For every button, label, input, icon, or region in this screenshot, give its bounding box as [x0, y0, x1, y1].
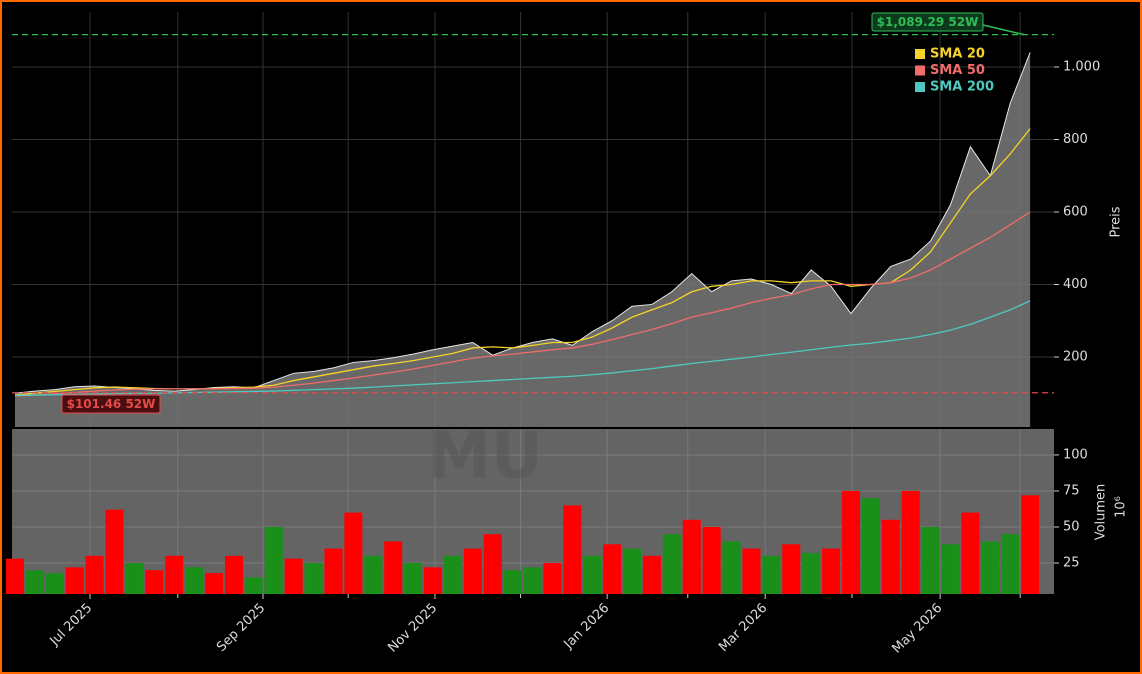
- volume-bar: [881, 519, 900, 594]
- volume-bar: [623, 548, 642, 594]
- y-axis-label: Volumen: [1094, 484, 1109, 541]
- volume-bar: [1001, 534, 1020, 594]
- volume-bar: [304, 563, 323, 594]
- volume-bar: [603, 544, 622, 594]
- legend-swatch: [915, 49, 925, 59]
- volume-bar: [961, 512, 980, 594]
- volume-bar: [25, 570, 44, 594]
- volume-bar: [205, 573, 224, 594]
- volume-bar: [861, 498, 880, 594]
- sma-line: [14, 211, 1031, 397]
- price-line: [14, 52, 1031, 394]
- volume-panel: [12, 429, 1054, 594]
- volume-bar: [165, 555, 184, 594]
- volume-bar: [264, 526, 283, 594]
- volume-bar: [85, 555, 104, 594]
- volume-bar: [145, 570, 164, 594]
- volume-bar: [901, 490, 920, 594]
- volume-bar: [682, 519, 701, 594]
- volume-bar: [443, 555, 462, 594]
- y-tick-label: 1.000: [1063, 59, 1100, 74]
- volume-bar: [5, 558, 24, 594]
- volume-bar: [563, 505, 582, 594]
- volume-bar: [185, 567, 204, 594]
- volume-bar: [543, 563, 562, 594]
- plot-layer: Jul 2025 Sep 2025 Nov 2025 Jan 2026 Mar 2026…: [5, 12, 1129, 657]
- volume-bar: [742, 548, 761, 594]
- volume-bar: [702, 526, 721, 594]
- volume-bar: [105, 509, 124, 594]
- volume-bar: [662, 534, 681, 594]
- volume-bar: [941, 544, 960, 594]
- y-axis-unit: 10⁶: [1114, 496, 1129, 518]
- volume-bar: [344, 512, 363, 594]
- legend-label: SMA 20: [930, 47, 985, 62]
- volume-bar: [45, 573, 64, 594]
- volume-bar: [463, 548, 482, 594]
- volume-bar: [404, 563, 423, 594]
- annotation-arrow: [982, 24, 1025, 36]
- y-tick-label: 75: [1063, 483, 1080, 498]
- volume-bar: [364, 555, 383, 594]
- volume-bar: [802, 552, 821, 594]
- y-tick-label: 25: [1063, 556, 1080, 571]
- volume-bar: [722, 541, 741, 594]
- watermark: MU: [427, 420, 543, 494]
- price-area: [14, 52, 1031, 428]
- annotation-label: $1,089.29 52W: [877, 15, 979, 29]
- volume-bar: [503, 570, 522, 594]
- volume-bar: [841, 490, 860, 594]
- legend-swatch: [915, 65, 925, 76]
- y-tick-label: 600: [1063, 204, 1088, 219]
- volume-bar: [782, 544, 801, 594]
- legend-label: SMA 50: [930, 63, 985, 78]
- volume-bar: [224, 555, 243, 594]
- volume-bar: [483, 534, 502, 594]
- volume-bar: [822, 548, 841, 594]
- volume-bar: [981, 541, 1000, 594]
- y-tick-label: 200: [1063, 349, 1088, 364]
- volume-bar: [423, 567, 442, 594]
- volume-bar: [642, 555, 661, 594]
- volume-bar: [523, 567, 542, 594]
- volume-bar: [324, 548, 343, 594]
- legend-label: SMA 200: [930, 80, 994, 95]
- y-axis-label: Preis: [1109, 206, 1124, 237]
- annotation-box: [871, 12, 984, 32]
- y-tick-label: 800: [1063, 132, 1088, 147]
- volume-bar: [583, 555, 602, 594]
- volume-bar: [244, 577, 263, 594]
- y-tick-label: 100: [1063, 447, 1088, 462]
- y-tick-label: 50: [1063, 519, 1080, 534]
- annotation-label: $101.46 52W: [67, 397, 156, 411]
- volume-bar: [384, 541, 403, 594]
- volume-bar: [125, 563, 144, 594]
- volume-bar: [921, 526, 940, 594]
- volume-bar: [1021, 495, 1040, 594]
- y-tick-label: 400: [1063, 277, 1088, 292]
- volume-bar: [762, 555, 781, 594]
- legend-swatch: [915, 82, 925, 92]
- volume-bar: [65, 567, 84, 594]
- annotation-box: [61, 394, 161, 414]
- volume-bar: [284, 558, 303, 594]
